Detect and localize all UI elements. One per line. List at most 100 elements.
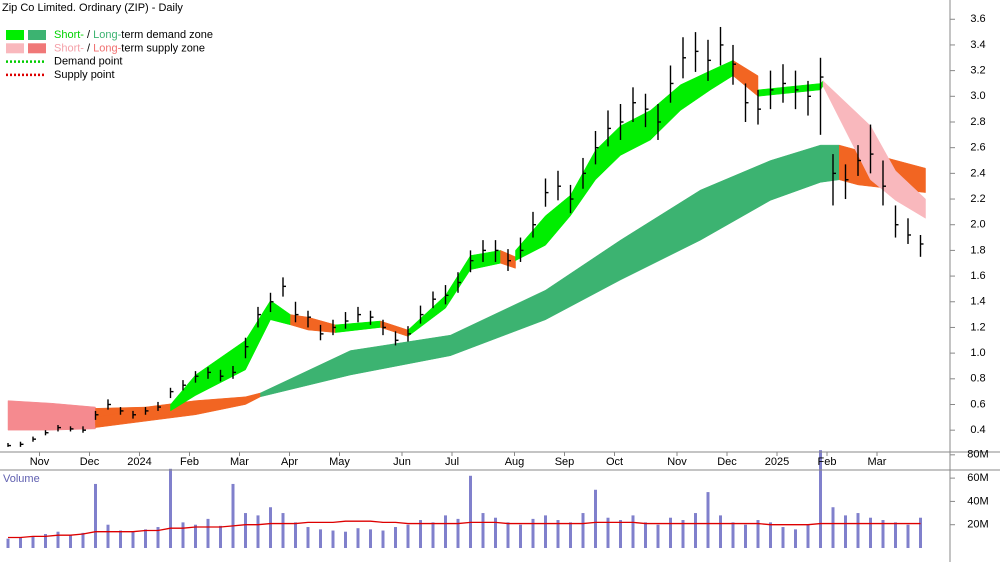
legend-entry: Short- / Long-term demand zone: [54, 29, 213, 41]
x-tick-label: May: [329, 456, 350, 468]
chart-title: Zip Co Limited. Ordinary (ZIP) - Daily: [2, 2, 183, 14]
y-tick-label: 2.2: [970, 193, 985, 205]
x-tick-label: Dec: [717, 456, 737, 468]
volume-bar: [781, 527, 785, 548]
legend-entry: Supply point: [54, 69, 115, 81]
volume-bar: [231, 483, 235, 548]
x-tick-label: Nov: [30, 456, 50, 468]
volume-bar: [469, 475, 472, 548]
volume-bar: [256, 515, 260, 548]
price-bars: [7, 26, 924, 447]
y-tick-label: 0.4: [970, 424, 985, 436]
volume-bar: [81, 532, 85, 548]
volume-bar: [244, 513, 247, 548]
volume-bar: [544, 515, 547, 548]
volume-bar: [519, 524, 522, 548]
legend-text: term demand zone: [121, 29, 213, 41]
volume-bar: [794, 529, 797, 548]
y-tick-label: 1.0: [970, 347, 985, 359]
volume-bar: [869, 517, 872, 548]
volume-bar: [844, 515, 847, 548]
y-tick-label: 1.4: [970, 296, 985, 308]
y-tick-label: 2.6: [970, 142, 985, 154]
volume-bar: [106, 524, 110, 548]
legend-swatch: [6, 30, 24, 40]
y-tick-label: 3.4: [970, 39, 985, 51]
volume-bar: [281, 513, 285, 548]
volume-bar: [169, 468, 172, 548]
volume-bar: [94, 483, 97, 548]
volume-bar: [556, 520, 560, 548]
legend-text: Short-: [54, 42, 84, 54]
volume-bar: [269, 507, 272, 548]
volume-bar: [119, 530, 122, 548]
volume-bar: [19, 537, 22, 548]
volume-bar: [644, 522, 647, 548]
legend-text: Short-: [54, 29, 84, 41]
x-tick-label: Sep: [555, 456, 575, 468]
volume-bar: [56, 531, 60, 548]
volume-bar: [369, 529, 372, 548]
y-tick-label: 2.8: [970, 116, 985, 128]
legend-text: Long-: [93, 29, 121, 41]
volume-bar: [606, 517, 610, 548]
x-tick-label: Feb: [818, 456, 837, 468]
volume-bar: [344, 531, 347, 548]
volume-bar: [694, 513, 697, 548]
volume-bar: [681, 520, 685, 548]
volume-bar: [494, 517, 497, 548]
volume-bar: [819, 450, 822, 548]
legend-text: /: [84, 29, 93, 41]
zone: [822, 80, 926, 219]
x-tick-label: Oct: [606, 456, 623, 468]
volume-bar: [406, 524, 410, 548]
volume-bar: [806, 524, 810, 548]
volume-bar: [394, 527, 397, 548]
volume-bar: [319, 529, 322, 548]
volume-bar: [219, 525, 222, 548]
legend-text: /: [84, 42, 93, 54]
x-tick-label: 2025: [765, 456, 789, 468]
y-tick-label: 3.6: [970, 13, 985, 25]
x-tick-label: Mar: [230, 456, 249, 468]
volume-bar: [431, 522, 435, 548]
y-tick-label: 1.2: [970, 321, 985, 333]
legend-swatch: [6, 43, 24, 54]
volume-bar: [31, 536, 35, 548]
legend-entry: Demand point: [54, 56, 123, 68]
volume-bar: [744, 524, 747, 548]
volume-bar: [831, 507, 835, 548]
legend-text: Long-: [93, 42, 121, 54]
x-tick-label: Jul: [445, 456, 459, 468]
legend-swatch: [28, 30, 46, 40]
y-tick-label: 3.2: [970, 65, 985, 77]
volume-tick-label: 80M: [967, 449, 988, 461]
volume-bar: [619, 520, 622, 548]
volume-bar: [919, 517, 922, 548]
volume-bar: [756, 520, 760, 548]
legend-text: Supply point: [54, 69, 115, 81]
volume-bar: [156, 527, 160, 548]
volume-bar: [906, 524, 910, 548]
volume-bar: [531, 518, 535, 548]
y-tick-label: 2.0: [970, 219, 985, 231]
y-tick-label: 1.6: [970, 270, 985, 282]
volume-bar: [656, 524, 660, 548]
volume-bar: [444, 515, 447, 548]
y-tick-label: 2.4: [970, 167, 985, 179]
volume-bar: [331, 530, 335, 548]
volume-bar: [706, 492, 710, 548]
volume-average: [8, 520, 921, 539]
volume-bar: [144, 529, 147, 548]
volume-bar: [206, 518, 210, 548]
volume-bar: [719, 515, 722, 548]
volume-bar: [6, 538, 10, 548]
legend-swatch: [28, 43, 46, 54]
volume-bar: [44, 534, 47, 548]
volume-bar: [731, 522, 735, 548]
volume-bar: [506, 522, 510, 548]
